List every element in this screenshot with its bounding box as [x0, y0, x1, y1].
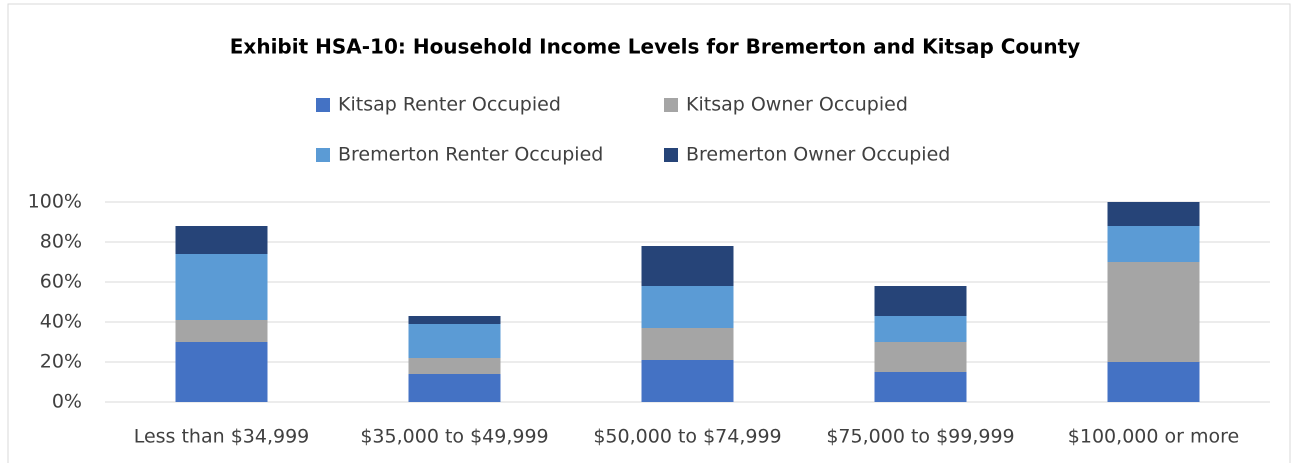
y-tick-label: 20%	[40, 351, 82, 373]
x-tick-label: $50,000 to $74,999	[593, 426, 781, 448]
legend-label: Bremerton Renter Occupied	[338, 144, 603, 166]
y-tick-label: 0%	[52, 391, 82, 413]
bar-segment	[641, 286, 734, 328]
bar-segment	[874, 316, 967, 342]
bar-segment	[874, 342, 967, 372]
legend-swatch	[316, 98, 330, 112]
y-tick-label: 100%	[28, 191, 82, 213]
legend-label: Kitsap Owner Occupied	[686, 94, 908, 116]
bar-segment	[1107, 226, 1200, 262]
bar-segment	[641, 328, 734, 360]
legend-label: Bremerton Owner Occupied	[686, 144, 950, 166]
y-tick-label: 60%	[40, 271, 82, 293]
bar-segment	[408, 316, 501, 324]
bar-segment	[408, 324, 501, 358]
bar-segment	[408, 374, 501, 402]
bar-segment	[175, 226, 268, 254]
bar-segment	[874, 286, 967, 316]
bar-segment	[641, 246, 734, 286]
chart-title: Exhibit HSA-10: Household Income Levels …	[230, 35, 1080, 59]
x-tick-label: $35,000 to $49,999	[360, 426, 548, 448]
bar-segment	[641, 360, 734, 402]
y-tick-label: 80%	[40, 231, 82, 253]
x-tick-label: Less than $34,999	[134, 426, 310, 448]
bar-segment	[175, 342, 268, 402]
legend-label: Kitsap Renter Occupied	[338, 94, 561, 116]
legend-swatch	[316, 148, 330, 162]
bar-segment	[1107, 202, 1200, 226]
bar-segment	[175, 320, 268, 342]
x-tick-label: $100,000 or more	[1068, 426, 1239, 448]
bar-segment	[1107, 262, 1200, 362]
legend-swatch	[664, 148, 678, 162]
bar-segment	[175, 254, 268, 320]
y-tick-label: 40%	[40, 311, 82, 333]
bar-segment	[874, 372, 967, 402]
bar-segment	[408, 358, 501, 374]
x-tick-label: $75,000 to $99,999	[826, 426, 1014, 448]
bar-segment	[1107, 362, 1200, 402]
legend-swatch	[664, 98, 678, 112]
